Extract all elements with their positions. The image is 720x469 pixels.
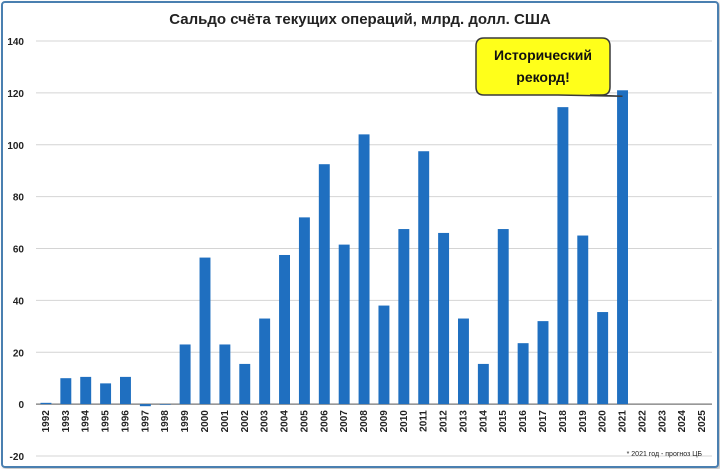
x-tick-label: 2006	[319, 410, 330, 433]
gridlines	[36, 40, 712, 457]
bars	[40, 90, 628, 407]
bar	[497, 229, 509, 405]
bar	[577, 235, 589, 405]
y-tick-label: 0	[18, 400, 24, 411]
bar	[318, 164, 330, 405]
bar	[298, 217, 310, 405]
bar	[139, 404, 151, 407]
bar	[438, 232, 450, 405]
bar	[557, 107, 569, 405]
x-axis: 1992 1993 1994 1995 1996 1997 1998 1999 2000 2001…	[41, 410, 708, 433]
x-tick-label: 1995	[101, 410, 112, 433]
x-tick-label: 2018	[558, 410, 569, 433]
x-tick-label: 2014	[478, 410, 489, 433]
bar	[358, 134, 370, 405]
bar	[378, 305, 390, 405]
y-tick-label: 120	[7, 89, 24, 100]
x-tick-label: 1996	[120, 410, 131, 433]
y-tick-label: 20	[13, 348, 25, 359]
x-tick-label: 2015	[498, 410, 509, 433]
bar	[418, 151, 430, 405]
x-tick-label: 2007	[339, 410, 350, 433]
x-tick-label: 2010	[399, 410, 410, 433]
bar	[259, 318, 271, 405]
x-tick-label: 2016	[518, 410, 529, 433]
y-tick-label: -20	[10, 452, 25, 463]
x-tick-label: 2012	[439, 410, 450, 433]
x-tick-label: 2000	[200, 410, 211, 433]
bar	[40, 402, 52, 405]
callout: Исторический рекорд!	[475, 37, 623, 98]
x-tick-label: 2005	[299, 410, 310, 433]
x-tick-label: 2004	[280, 410, 291, 433]
x-tick-label: 2020	[598, 410, 609, 433]
y-tick-label: 60	[13, 245, 25, 256]
callout-bubble	[475, 37, 623, 98]
x-tick-label: 2013	[458, 410, 469, 433]
y-tick-label: 80	[13, 193, 25, 204]
bar	[179, 344, 191, 405]
bar	[338, 244, 350, 405]
chart-title: Сальдо счёта текущих операций, млрд. дол…	[169, 11, 551, 28]
x-tick-label: 1994	[81, 410, 92, 433]
bar	[458, 318, 469, 405]
x-tick-label: 2022	[637, 410, 648, 433]
callout-line-1: Исторический	[494, 47, 592, 63]
callout-line-2: рекорд!	[516, 69, 569, 85]
bar	[517, 343, 529, 405]
x-tick-label: 2009	[379, 410, 390, 433]
y-axis: -20 0 20 40 60 80 100 120 140	[7, 37, 24, 463]
bar	[60, 378, 72, 405]
x-tick-label: 1999	[180, 410, 191, 433]
x-tick-label: 2011	[419, 410, 430, 432]
y-tick-label: 40	[13, 296, 25, 307]
bar	[199, 257, 211, 405]
bar	[100, 383, 112, 405]
x-tick-label: 1997	[140, 410, 151, 433]
y-tick-label: 140	[7, 37, 24, 48]
bar	[597, 312, 609, 405]
footnote: * 2021 год - прогноз ЦБ	[627, 451, 703, 458]
bar	[159, 404, 171, 405]
x-tick-label: 2002	[240, 410, 251, 433]
x-tick-label: 2017	[538, 410, 549, 433]
x-tick-label: 1998	[160, 410, 171, 433]
x-tick-label: 1993	[61, 410, 72, 433]
x-tick-label: 2001	[220, 410, 231, 433]
bar	[279, 254, 290, 405]
bar	[120, 376, 131, 405]
x-tick-label: 2025	[697, 410, 708, 433]
bar	[219, 344, 231, 405]
bar	[398, 229, 410, 405]
bar	[239, 363, 251, 405]
x-tick-label: 2021	[618, 410, 629, 433]
x-tick-label: 2008	[359, 410, 370, 433]
x-tick-label: 2024	[677, 410, 688, 433]
bar	[477, 363, 489, 405]
x-tick-label: 2023	[657, 410, 668, 433]
bar	[80, 376, 92, 405]
y-tick-label: 100	[7, 141, 24, 152]
x-tick-label: 1992	[41, 410, 52, 433]
x-tick-label: 2003	[260, 410, 271, 433]
bar	[537, 321, 549, 405]
bar	[617, 90, 628, 405]
x-tick-label: 2019	[578, 410, 589, 433]
